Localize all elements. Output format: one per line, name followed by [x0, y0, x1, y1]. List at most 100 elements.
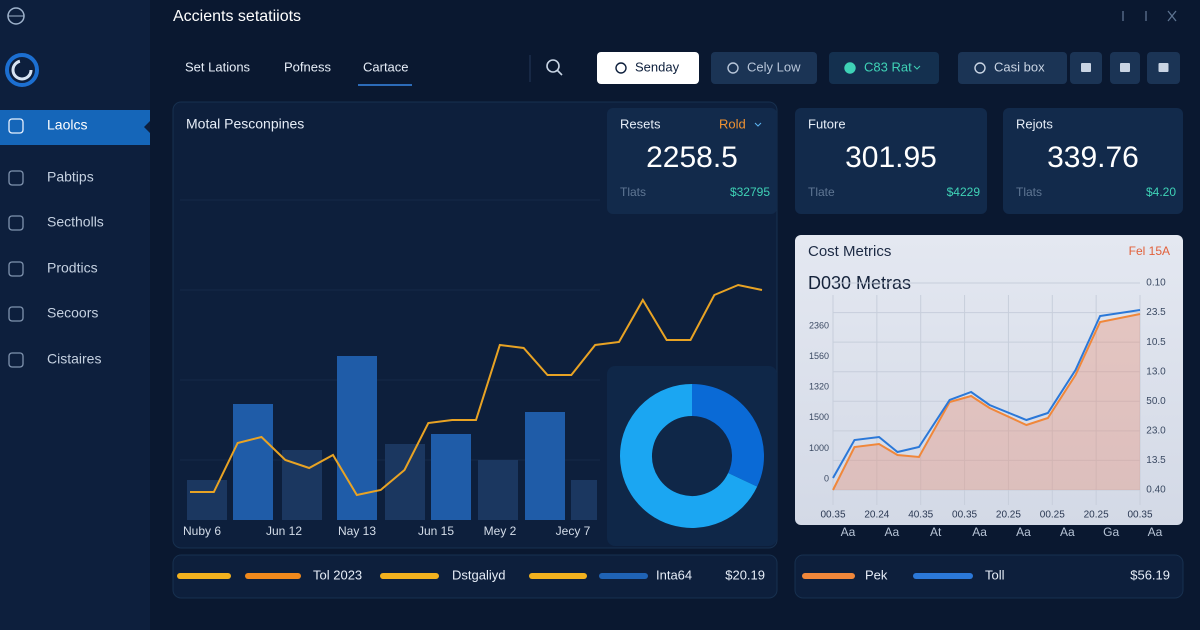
chart-tag: Fel 15A [1129, 244, 1170, 258]
legend-label: Tol 2023 [313, 567, 362, 582]
x-sublabel: Aa [1148, 525, 1163, 539]
sidebar [0, 0, 150, 630]
legend-panel [794, 554, 1184, 599]
kpi-value: 301.95 [845, 141, 937, 174]
kpi-tag: Rold [719, 116, 746, 131]
nav-item[interactable]: Prodtics [47, 260, 98, 276]
control [1167, 10, 1177, 22]
nav-item[interactable]: Laolcs [47, 117, 87, 133]
bar [233, 404, 273, 520]
button-icon[interactable] [844, 62, 856, 74]
tab[interactable]: Set Lations [185, 59, 251, 74]
nav-icon[interactable] [8, 261, 24, 277]
y-tick-label: 2360 [809, 320, 829, 330]
nav-item[interactable]: Cistaires [47, 351, 101, 367]
kpi-sub: Tlate [808, 185, 835, 199]
donut-segment [691, 384, 764, 487]
x-tick-label: Mey 2 [484, 524, 517, 538]
bar [187, 480, 227, 520]
button-icon[interactable] [615, 62, 627, 74]
x-tick-label: 00.35 [1127, 510, 1152, 521]
line [832, 313, 1141, 491]
kpi-delta: $32795 [730, 185, 770, 199]
tab[interactable]: Pofness [284, 59, 331, 74]
icon-glyph[interactable] [1120, 63, 1130, 72]
y2-tick-label: 10.5 [1146, 337, 1166, 348]
logo [5, 53, 39, 87]
legend-total: $20.19 [725, 567, 765, 582]
y2-tick-label: 23.0 [1146, 425, 1166, 436]
button-icon[interactable] [727, 62, 739, 74]
nav-item[interactable]: Sectholls [47, 214, 104, 230]
bar [478, 460, 518, 520]
x-tick-label: Nay 13 [338, 524, 376, 538]
y2-tick-label: 13.5 [1146, 455, 1166, 466]
icon-glyph[interactable] [1081, 63, 1091, 72]
y2-tick-label: 13.0 [1146, 366, 1166, 377]
kpi-label: Futore [808, 116, 846, 131]
y-tick-label: 1560 [809, 351, 829, 361]
nav-icon[interactable] [8, 215, 24, 231]
button-label[interactable]: Casi box [994, 59, 1045, 74]
x-tick-label: 00.35 [820, 510, 845, 521]
y-tick-label: 1000 [809, 443, 829, 453]
button[interactable] [711, 52, 817, 84]
search-icon[interactable] [546, 59, 560, 73]
x-tick-label: Jun 12 [266, 524, 302, 538]
window-controls [1122, 10, 1177, 22]
tab[interactable]: Cartace [363, 59, 409, 74]
button[interactable] [958, 52, 1067, 84]
kpi-value: 2258.5 [646, 141, 738, 174]
x-sublabel: Aa [1016, 525, 1031, 539]
kpi-label: Rejots [1016, 116, 1053, 131]
kpi-delta: $4229 [947, 185, 981, 199]
y-tick-label: 1320 [809, 382, 829, 392]
page-title: Accients setatiiots [173, 8, 301, 25]
y2-tick-label: 23.5 [1146, 307, 1166, 318]
x-tick-label: Jun 15 [418, 524, 454, 538]
chart-title: Cost Metrics [808, 243, 891, 260]
line [190, 283, 763, 497]
nav-icon[interactable] [8, 170, 24, 186]
button[interactable] [597, 52, 699, 84]
nav-item[interactable]: Pabtips [47, 169, 94, 185]
dropdown-caret [754, 122, 762, 127]
search-icon[interactable] [556, 69, 563, 76]
legend-label: Inta64 [656, 567, 692, 582]
y-tick-label: 0 [824, 473, 829, 483]
x-tick-label: 20.25 [1084, 510, 1109, 521]
legend-panel [172, 554, 778, 599]
x-tick-label: 00.25 [1040, 510, 1065, 521]
button-icon[interactable] [974, 62, 986, 74]
bar [431, 434, 471, 520]
x-tick-label: 40.35 [908, 510, 933, 521]
bar [525, 412, 565, 520]
legend-label: Pek [865, 567, 888, 582]
nav-icon[interactable] [8, 118, 24, 134]
button-label[interactable]: Senday [635, 59, 680, 74]
button-label[interactable]: C83 Rat [864, 59, 912, 74]
active-item[interactable] [0, 110, 150, 145]
donut-segment [620, 384, 758, 528]
icon-glyph[interactable] [1158, 63, 1169, 72]
nav-icon[interactable] [8, 306, 24, 322]
nav-icon[interactable] [8, 352, 24, 368]
y2-tick-label: 0.40 [1146, 485, 1166, 496]
x-sublabel: Aa [972, 525, 987, 539]
button-label[interactable]: Cely Low [747, 59, 801, 74]
kpi-label: Resets [620, 116, 661, 131]
x-tick-label: 20.24 [864, 510, 889, 521]
line [832, 309, 1141, 479]
logo [11, 59, 33, 81]
nav-item[interactable]: Secoors [47, 305, 98, 321]
x-tick-label: 00.35 [952, 510, 977, 521]
x-tick-label: 20.25 [996, 510, 1021, 521]
dropdown-caret [913, 65, 921, 70]
kpi-sub: Tlats [1016, 185, 1042, 199]
button[interactable] [829, 52, 939, 84]
x-sublabel: Aa [841, 525, 856, 539]
x-sublabel: At [930, 525, 942, 539]
legend-total: $56.19 [1130, 567, 1170, 582]
bar [571, 480, 597, 520]
